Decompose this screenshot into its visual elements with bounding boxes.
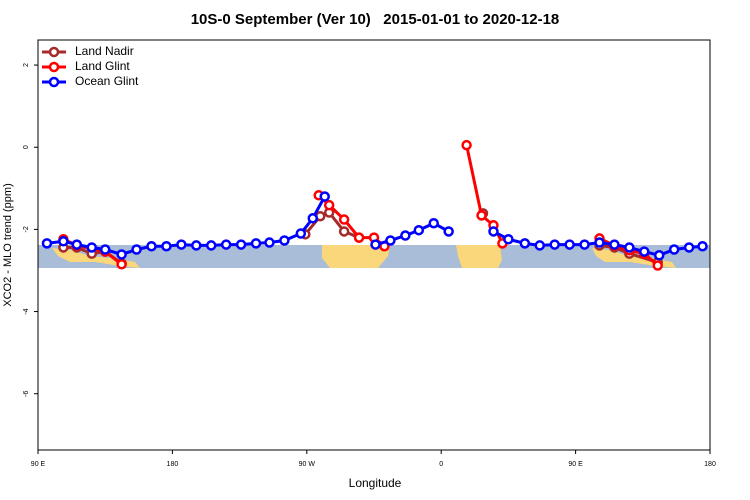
point — [250, 238, 262, 249]
y-tick-label: -6 — [23, 391, 30, 397]
point — [279, 235, 290, 246]
land-patch — [322, 245, 390, 268]
y-tick-label: -2 — [23, 226, 30, 232]
land-patch — [456, 245, 502, 268]
point — [205, 240, 217, 251]
point — [353, 232, 365, 243]
legend-marker — [48, 76, 60, 88]
point — [697, 240, 708, 252]
legend-marker — [48, 46, 60, 58]
point — [191, 240, 202, 251]
y-tick-label: -4 — [23, 308, 30, 314]
point — [71, 239, 83, 250]
point — [264, 237, 275, 248]
map-background — [38, 245, 710, 268]
point — [370, 239, 381, 250]
point — [41, 238, 53, 249]
point — [176, 239, 187, 250]
point — [323, 199, 335, 211]
point — [653, 250, 665, 261]
point — [58, 236, 69, 247]
x-tick-label: 180 — [167, 461, 179, 468]
point — [146, 240, 157, 252]
legend-label: Land Nadir — [75, 44, 134, 58]
point — [639, 246, 650, 257]
point — [652, 260, 663, 271]
point — [400, 230, 411, 241]
point — [385, 235, 396, 246]
point — [594, 237, 605, 248]
point — [319, 191, 330, 202]
point — [683, 242, 695, 253]
point — [116, 249, 127, 260]
point — [338, 226, 350, 237]
y-tick-label: 2 — [23, 63, 30, 67]
y-axis-label: XCO2 - MLO trend (ppm) — [2, 183, 14, 306]
plot-frame — [37, 39, 711, 451]
point — [624, 242, 635, 253]
point — [609, 239, 620, 250]
legend-marker — [48, 61, 60, 73]
point — [564, 239, 575, 250]
point — [443, 226, 454, 237]
x-tick-label: 0 — [439, 461, 443, 468]
point — [99, 244, 111, 255]
point — [413, 224, 425, 236]
point — [116, 259, 127, 270]
x-tick-label: 90 E — [31, 461, 46, 468]
point — [476, 210, 487, 221]
x-tick-label: 180 — [704, 461, 716, 468]
point — [549, 239, 560, 250]
point — [668, 244, 680, 255]
point — [534, 240, 546, 251]
point — [86, 242, 98, 253]
point — [295, 228, 307, 239]
point — [488, 226, 499, 237]
x-axis-label: Longitude — [349, 476, 402, 490]
point — [428, 217, 439, 229]
point — [461, 139, 472, 151]
x-tick-label: 90 W — [299, 461, 316, 468]
point — [579, 239, 590, 250]
point — [161, 240, 172, 252]
point — [235, 239, 247, 250]
legend-label: Land Glint — [75, 59, 130, 73]
chart-title: 10S-0 September (Ver 10) 2015-01-01 to 2… — [191, 11, 560, 28]
legend-label: Ocean Glint — [75, 74, 139, 88]
point — [503, 233, 514, 245]
point — [338, 214, 350, 225]
x-tick-label: 90 E — [568, 461, 583, 468]
point — [220, 239, 232, 250]
point — [131, 244, 142, 255]
point — [519, 238, 531, 249]
y-tick-label: 0 — [23, 145, 30, 149]
point — [307, 213, 319, 224]
